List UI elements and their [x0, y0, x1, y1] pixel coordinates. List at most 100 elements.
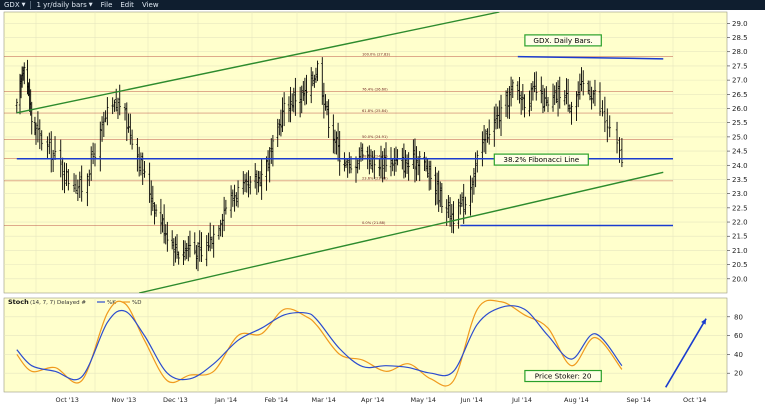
menu-view[interactable]: View: [138, 0, 163, 10]
price-bar: [575, 91, 578, 121]
price-bar: [494, 103, 498, 130]
price-bar: [282, 92, 286, 127]
price-bar: [36, 111, 40, 143]
price-bar: [78, 171, 81, 199]
menu-view-label: View: [141, 1, 159, 9]
price-bar: [488, 119, 491, 145]
price-bar: [205, 235, 208, 267]
menu-file[interactable]: File: [97, 0, 117, 10]
price-bar: [113, 99, 116, 112]
price-bar: [578, 73, 582, 100]
price-bar: [343, 152, 346, 172]
price-bar: [137, 146, 141, 177]
price-bar: [231, 189, 235, 207]
fibonacci-level-label: 61.8% (25.84): [362, 109, 388, 113]
fibonacci-callout-box: [493, 153, 589, 166]
price-bar: [148, 162, 151, 203]
price-bar: [93, 143, 97, 167]
x-tick-label: Nov '13: [112, 396, 137, 404]
title-callout-box: [524, 34, 602, 47]
price-bar: [543, 88, 546, 112]
price-bar: [452, 201, 455, 234]
price-bar: [499, 94, 503, 137]
stoch-y-tick-label: 60: [734, 332, 743, 340]
price-bar: [314, 67, 318, 83]
price-bar: [381, 151, 384, 183]
price-bar: [300, 85, 303, 114]
price-bar: [198, 230, 201, 262]
price-bar: [582, 70, 585, 96]
price-bar: [373, 150, 376, 179]
menu-edit[interactable]: Edit: [116, 0, 138, 10]
x-tick-label: Dec '13: [163, 396, 188, 404]
price-y-tick-label: 24.0: [732, 162, 748, 170]
symbol-dropdown[interactable]: GDX ▼: [0, 0, 29, 10]
price-bar: [38, 119, 42, 150]
title-callout-text: GDX. Daily Bars.: [533, 36, 592, 45]
price-bar: [556, 80, 560, 117]
stoch-k-line: [16, 305, 623, 381]
price-bar: [106, 97, 109, 126]
price-bar: [279, 109, 283, 137]
fibonacci-level-label: 50.0% (24.91): [362, 135, 388, 139]
price-bar: [576, 81, 580, 108]
price-bar: [598, 82, 602, 116]
stochastic-pane: [3, 297, 728, 393]
price-bar: [266, 150, 270, 172]
price-bar: [67, 169, 70, 191]
price-bar: [219, 219, 222, 237]
price-bar: [336, 122, 340, 162]
price-bar: [193, 232, 196, 255]
price-bar: [593, 79, 597, 107]
price-bar: [469, 175, 472, 216]
price-bar: [129, 113, 132, 145]
price-bar: [325, 101, 329, 116]
price-bar: [551, 83, 555, 112]
price-bar: [23, 62, 26, 85]
price-bar: [332, 114, 335, 154]
price-bar: [91, 142, 95, 165]
stoch-title: Stoch: [8, 298, 29, 306]
fibonacci-level-label: 0.0% (21.88): [362, 221, 386, 225]
price-bar: [281, 97, 284, 133]
price-bar: [348, 152, 351, 174]
price-bar: [212, 225, 215, 258]
price-bar: [76, 179, 80, 201]
price-gridlines: [4, 23, 730, 280]
price-bar: [412, 139, 415, 169]
price-bar: [258, 171, 262, 187]
x-tick-label: Aug '14: [564, 396, 589, 404]
price-bar: [292, 87, 295, 113]
price-y-tick-label: 27.0: [732, 77, 748, 85]
price-bar: [570, 101, 573, 125]
price-y-tick-label: 20.5: [732, 261, 748, 269]
x-tick-label: Jan '14: [214, 396, 237, 404]
price-bar: [476, 150, 479, 173]
price-bar: [415, 146, 418, 181]
x-tick-label: Sep '14: [627, 396, 651, 404]
price-bar: [159, 198, 163, 235]
price-bar: [435, 172, 439, 205]
price-bar: [393, 148, 396, 176]
price-bar: [354, 156, 358, 183]
price-bar: [48, 132, 51, 155]
upward-arrow-shaft: [665, 318, 707, 388]
price-bar: [413, 138, 417, 183]
price-bar: [65, 163, 68, 187]
price-bar: [592, 89, 595, 104]
price-bar: [558, 76, 561, 109]
price-bar: [139, 152, 143, 176]
price-bar: [235, 192, 238, 207]
price-bar: [164, 224, 167, 245]
period-dropdown[interactable]: 1 yr/daily bars ▼: [32, 0, 96, 10]
price-bar: [313, 74, 316, 88]
price-bar: [450, 204, 453, 233]
title-callout: GDX. Daily Bars.: [524, 34, 602, 47]
price-bar: [196, 242, 200, 272]
price-bar: [257, 170, 260, 193]
price-bar: [302, 80, 305, 101]
price-bar: [545, 86, 548, 107]
price-bar: [207, 232, 210, 252]
symbol-label: GDX: [4, 1, 20, 9]
price-y-tick-label: 20.0: [732, 275, 748, 283]
